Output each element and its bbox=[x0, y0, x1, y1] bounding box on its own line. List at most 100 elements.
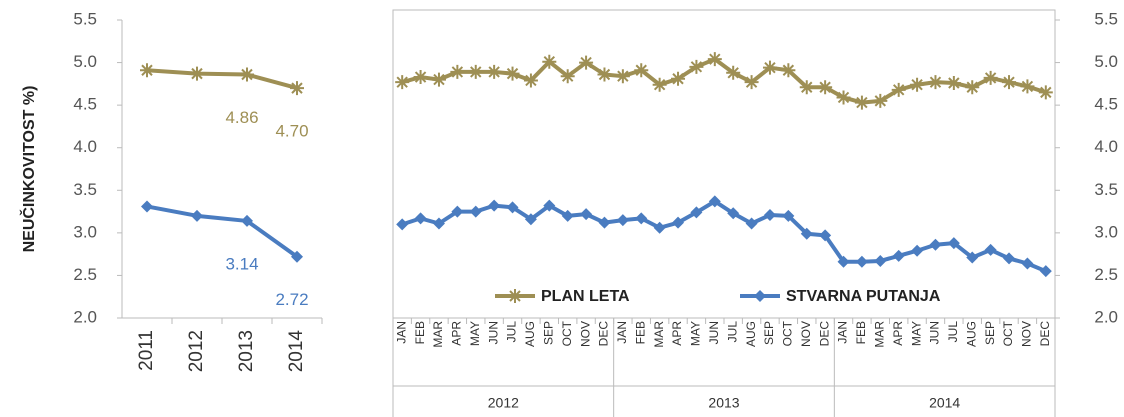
x-tick-label: FEB bbox=[854, 321, 868, 344]
x-tick-label: MAY bbox=[468, 321, 482, 346]
y-tick-label: 5.5 bbox=[73, 9, 97, 28]
marker bbox=[506, 201, 519, 214]
marker bbox=[635, 212, 648, 225]
y-tick-label: 2.0 bbox=[73, 307, 97, 326]
y-tick-label: 4.0 bbox=[73, 137, 97, 156]
marker bbox=[707, 52, 722, 67]
marker bbox=[450, 64, 465, 79]
marker bbox=[560, 69, 575, 84]
marker bbox=[524, 213, 537, 226]
x-tick-label: NOV bbox=[1020, 321, 1034, 347]
marker bbox=[487, 64, 502, 79]
y-tick-label: 3.0 bbox=[1094, 222, 1118, 241]
x-tick-label: DEC bbox=[817, 321, 831, 347]
marker bbox=[690, 206, 703, 219]
marker bbox=[616, 214, 629, 227]
x-tick-label: NOV bbox=[799, 321, 813, 347]
marker bbox=[291, 250, 303, 263]
marker bbox=[672, 216, 685, 229]
marker bbox=[836, 90, 851, 105]
x-tick-label: 2014 bbox=[286, 330, 307, 373]
legend-label: PLAN LETA bbox=[541, 288, 630, 305]
y-tick-label: 4.5 bbox=[73, 95, 97, 114]
value-label: 4.70 bbox=[275, 122, 308, 141]
x-tick-label: JAN bbox=[394, 321, 408, 344]
marker bbox=[468, 64, 483, 79]
marker bbox=[984, 243, 997, 256]
y-tick-label: 5.0 bbox=[1094, 52, 1118, 71]
marker bbox=[910, 77, 925, 92]
value-label: 3.14 bbox=[225, 254, 258, 273]
x-tick-label: MAR bbox=[652, 321, 666, 348]
marker bbox=[928, 75, 943, 90]
group-label: 2014 bbox=[929, 395, 960, 411]
marker bbox=[615, 69, 630, 84]
marker bbox=[762, 60, 777, 75]
series-line bbox=[401, 57, 1047, 105]
x-tick-label: MAR bbox=[431, 321, 445, 348]
y-axis-title: NEUČINKOVITOST %) bbox=[19, 86, 38, 253]
marker bbox=[983, 70, 998, 85]
marker bbox=[290, 81, 304, 96]
marker bbox=[744, 75, 759, 90]
marker bbox=[543, 199, 556, 212]
marker bbox=[837, 255, 850, 268]
x-tick-label: 2012 bbox=[186, 330, 207, 372]
x-tick-label: AUG bbox=[964, 321, 978, 347]
marker bbox=[240, 67, 254, 82]
marker bbox=[431, 72, 446, 87]
y-tick-label: 2.5 bbox=[1094, 265, 1118, 284]
marker bbox=[579, 55, 594, 70]
marker bbox=[598, 216, 611, 229]
x-tick-label: NOV bbox=[578, 321, 592, 347]
marker bbox=[1038, 85, 1053, 100]
x-tick-label: AUG bbox=[744, 321, 758, 347]
marker bbox=[819, 229, 832, 242]
x-tick-label: APR bbox=[450, 321, 464, 346]
marker bbox=[1020, 79, 1035, 94]
marker bbox=[891, 82, 906, 97]
marker bbox=[140, 63, 154, 78]
value-label: 4.86 bbox=[225, 108, 258, 127]
marker bbox=[580, 208, 593, 221]
x-tick-label: AUG bbox=[523, 321, 537, 347]
marker bbox=[708, 195, 721, 208]
marker bbox=[929, 238, 942, 251]
y-tick-label: 5.0 bbox=[73, 52, 97, 71]
marker bbox=[1039, 265, 1052, 278]
marker bbox=[141, 200, 153, 213]
marker bbox=[652, 77, 667, 92]
marker bbox=[966, 251, 979, 264]
marker bbox=[946, 76, 961, 91]
marker bbox=[241, 214, 253, 227]
marker bbox=[432, 217, 445, 230]
x-tick-label: JUL bbox=[725, 321, 739, 343]
marker bbox=[488, 199, 501, 212]
marker bbox=[965, 80, 980, 95]
marker bbox=[414, 212, 427, 225]
y-tick-label: 2.0 bbox=[1094, 307, 1118, 326]
x-tick-label: DEC bbox=[597, 321, 611, 347]
plot-frame bbox=[392, 9, 1056, 319]
x-tick-label: MAY bbox=[689, 321, 703, 346]
marker bbox=[395, 75, 410, 90]
marker bbox=[763, 208, 776, 221]
marker bbox=[745, 217, 758, 230]
x-tick-label: SEP bbox=[541, 321, 555, 345]
marker bbox=[634, 63, 649, 78]
series-line bbox=[401, 199, 1047, 274]
marker bbox=[911, 244, 924, 257]
y-tick-label: 3.5 bbox=[73, 180, 97, 199]
x-tick-label: JAN bbox=[615, 321, 629, 344]
x-tick-label: APR bbox=[891, 321, 905, 346]
marker bbox=[892, 249, 905, 262]
marker bbox=[505, 66, 520, 81]
legend-marker bbox=[754, 290, 766, 302]
marker bbox=[874, 254, 887, 267]
group-label: 2013 bbox=[708, 395, 739, 411]
x-tick-label: APR bbox=[670, 321, 684, 346]
legend-label: STVARNA PUTANJA bbox=[786, 288, 941, 305]
marker bbox=[781, 63, 796, 78]
marker bbox=[469, 205, 482, 218]
